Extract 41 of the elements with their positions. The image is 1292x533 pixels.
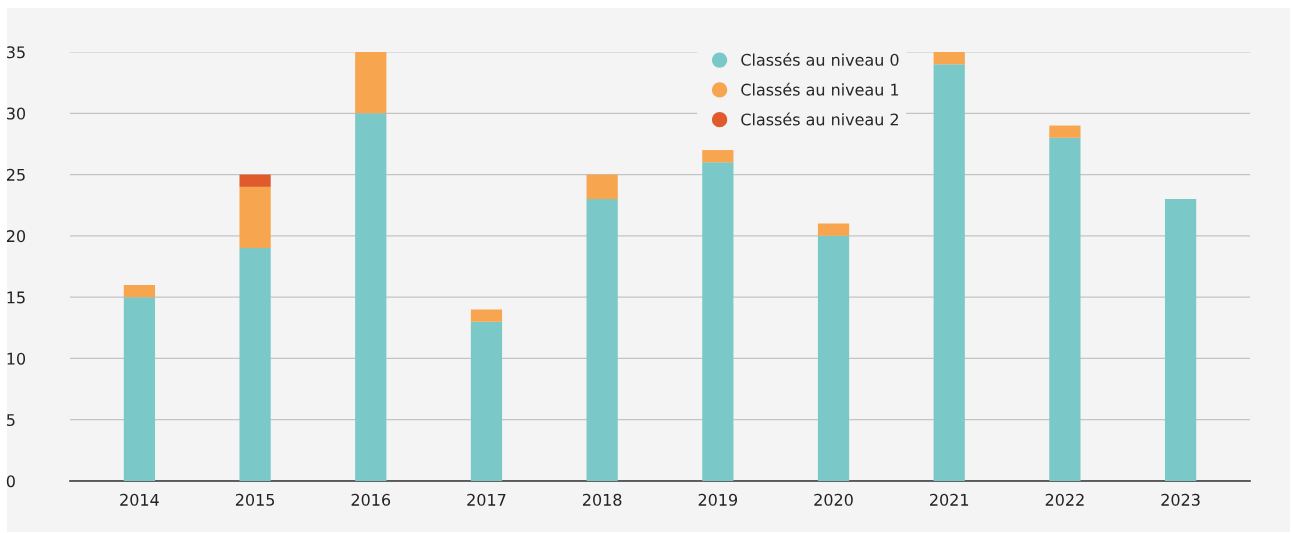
bar: [933, 64, 965, 481]
bar: [586, 174, 618, 200]
bar: [817, 235, 850, 481]
y-tick-label: 15: [7, 291, 25, 304]
bar: [355, 52, 387, 114]
bar: [470, 309, 503, 322]
bar: [355, 113, 387, 481]
bar: [586, 199, 618, 481]
y-tick-label: 10: [7, 352, 26, 365]
legend-label: Classés au niveau 1: [741, 82, 899, 96]
bar: [239, 248, 271, 481]
bar: [123, 297, 156, 481]
bar: [239, 186, 271, 249]
bar: [817, 223, 850, 236]
x-tick-label: 2018: [583, 493, 622, 506]
bar: [1164, 199, 1197, 481]
x-tick-label: 2020: [814, 493, 853, 506]
x-tick-label: 2014: [120, 493, 159, 506]
x-tick-label: 2019: [698, 493, 738, 506]
y-tick-label: 5: [7, 414, 15, 427]
y-tick-label: 35: [7, 46, 25, 59]
x-tick-label: 2022: [1045, 493, 1084, 506]
y-tick-label: 30: [7, 107, 26, 120]
x-tick-label: 2015: [235, 493, 275, 506]
y-tick-label: 20: [6, 230, 26, 243]
bar: [702, 150, 734, 163]
bar: [1049, 125, 1081, 138]
bar: [123, 284, 156, 298]
y-tick-label: 0: [6, 475, 15, 488]
bar: [1049, 137, 1081, 481]
bar: [470, 321, 503, 481]
bar: [702, 162, 734, 481]
x-tick-label: 2017: [467, 493, 506, 506]
y-tick-label: 25: [6, 168, 25, 181]
x-tick-label: 2021: [930, 493, 969, 506]
legend-label: Classés au niveau 0: [741, 52, 899, 66]
bar: [239, 174, 271, 187]
x-tick-label: 2023: [1161, 493, 1200, 506]
x-tick-label: 2016: [351, 493, 391, 506]
legend-label: Classés au niveau 2: [741, 112, 898, 126]
bar: [933, 52, 965, 65]
